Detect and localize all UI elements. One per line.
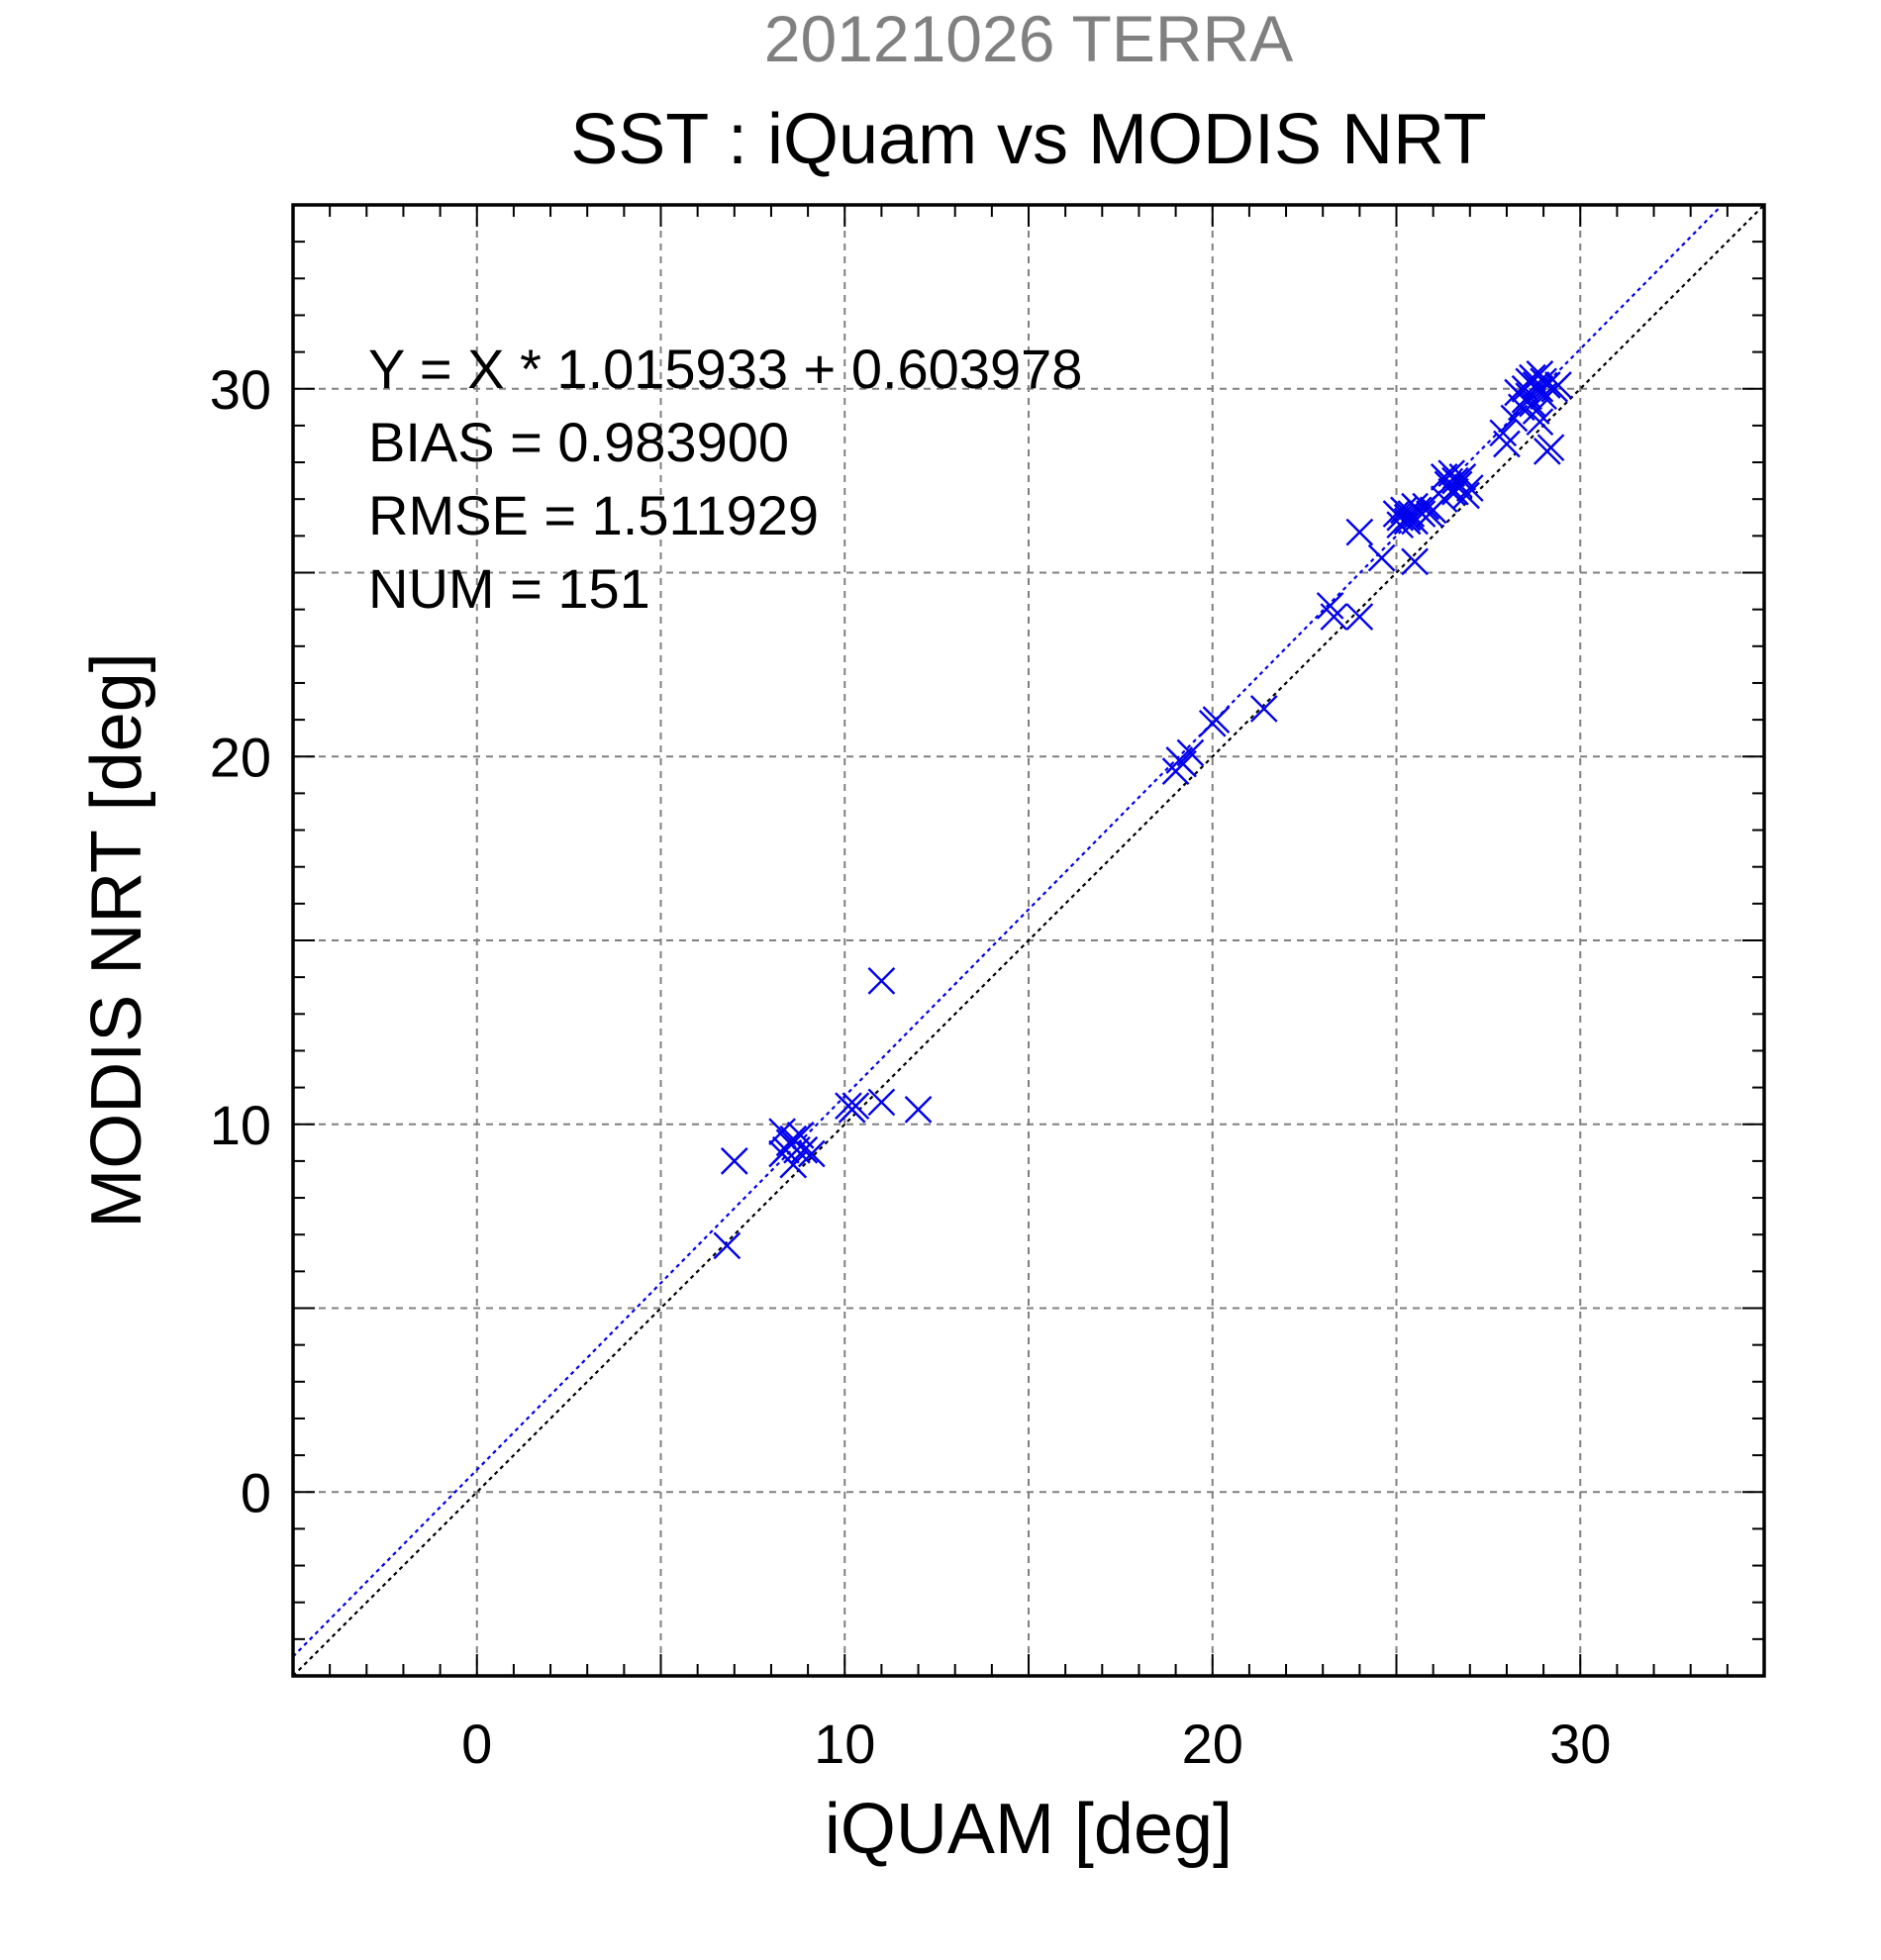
x-tick-label: 30 — [1549, 1713, 1611, 1775]
marker-stroke — [1316, 592, 1344, 620]
data-point-marker — [1522, 397, 1550, 425]
grid-lines — [293, 205, 1764, 1676]
data-point-marker — [1544, 371, 1572, 399]
date-title: 20121026 TERRA — [764, 2, 1293, 75]
marker-stroke — [1249, 695, 1278, 723]
marker-stroke — [1544, 371, 1572, 399]
data-point-marker — [1401, 547, 1429, 576]
marker-stroke — [1320, 603, 1348, 631]
marker-stroke — [1519, 363, 1546, 392]
data-point-marker — [1249, 695, 1278, 723]
marker-stroke — [842, 1092, 870, 1121]
data-point-marker — [1345, 603, 1374, 631]
data-point-marker — [1202, 706, 1231, 734]
data-point-marker — [1533, 371, 1561, 399]
data-point-marker — [867, 1088, 896, 1117]
y-tick-label: 20 — [210, 726, 271, 788]
data-point-marker — [720, 1147, 748, 1175]
data-point-marker — [790, 1135, 819, 1164]
marker-stroke — [1176, 738, 1205, 767]
data-points — [713, 360, 1572, 1260]
data-point-marker — [797, 1139, 826, 1168]
identity-line — [292, 204, 1765, 1677]
stat-rmse: RMSE = 1.511929 — [368, 484, 819, 546]
marker-stroke — [713, 1231, 742, 1260]
data-point-marker — [1412, 492, 1440, 521]
marker-stroke — [1455, 474, 1484, 502]
marker-stroke — [1489, 419, 1518, 447]
data-point-marker — [1408, 500, 1436, 528]
data-point-marker — [867, 967, 896, 995]
data-point-marker — [1489, 419, 1518, 447]
marker-stroke — [1493, 430, 1521, 458]
marker-stroke — [1526, 374, 1554, 403]
marker-stroke — [1386, 503, 1415, 532]
stat-num: NUM = 151 — [368, 557, 650, 620]
stat-regression: Y = X * 1.015933 + 0.603978 — [368, 338, 1082, 400]
marker-stroke — [1345, 518, 1374, 546]
marker-stroke — [1202, 706, 1231, 734]
data-point-marker — [842, 1092, 870, 1121]
y-axis-label: MODIS NRT [deg] — [77, 652, 156, 1228]
marker-stroke — [1526, 408, 1554, 437]
marker-stroke — [797, 1139, 826, 1168]
marker-stroke — [790, 1135, 819, 1164]
marker-stroke — [1522, 397, 1550, 425]
minor-ticks — [293, 205, 1764, 1676]
tick-labels: 0 10 20 30 0 10 20 30 — [210, 358, 1612, 1775]
marker-stroke — [1452, 481, 1480, 510]
data-point-marker — [1345, 518, 1374, 546]
data-point-marker — [1536, 434, 1565, 462]
marker-stroke — [1401, 547, 1429, 576]
marker-stroke — [1533, 371, 1561, 399]
marker-stroke — [867, 1088, 896, 1117]
data-point-marker — [779, 1150, 808, 1179]
data-point-marker — [1367, 543, 1396, 572]
marker-stroke — [1536, 434, 1565, 462]
data-point-marker — [1452, 481, 1480, 510]
data-point-marker — [1316, 592, 1344, 620]
data-point-marker — [713, 1231, 742, 1260]
marker-stroke — [867, 967, 896, 995]
data-point-marker — [904, 1096, 933, 1124]
marker-stroke — [1345, 603, 1374, 631]
marker-stroke — [1367, 543, 1396, 572]
marker-stroke — [768, 1118, 796, 1146]
x-tick-label: 0 — [461, 1713, 492, 1775]
marker-stroke — [1444, 470, 1473, 499]
data-point-marker — [1493, 430, 1521, 458]
regression-fit-line — [292, 204, 1724, 1658]
reference-lines — [292, 204, 1765, 1677]
x-tick-label: 10 — [814, 1713, 875, 1775]
data-point-marker — [1526, 408, 1554, 437]
data-point-marker — [1455, 474, 1484, 502]
marker-stroke — [1526, 360, 1554, 388]
stat-bias: BIAS = 0.983900 — [368, 411, 789, 473]
y-tick-label: 10 — [210, 1094, 271, 1156]
marker-stroke — [786, 1122, 815, 1149]
marker-stroke — [1448, 463, 1477, 491]
marker-stroke — [904, 1096, 933, 1124]
data-point-marker — [1526, 374, 1554, 403]
marker-stroke — [1408, 500, 1436, 528]
data-point-marker — [1320, 603, 1348, 631]
data-point-marker — [1176, 738, 1205, 767]
chart-title: SST : iQuam vs MODIS NRT — [570, 100, 1487, 179]
y-tick-label: 30 — [210, 358, 271, 421]
plot-frame — [291, 203, 1766, 1678]
marker-stroke — [1412, 492, 1440, 521]
marker-stroke — [779, 1150, 808, 1179]
marker-stroke — [720, 1147, 748, 1175]
y-tick-label: 0 — [241, 1461, 271, 1523]
marker-stroke — [1437, 459, 1466, 488]
x-tick-label: 20 — [1182, 1713, 1243, 1775]
x-axis-label: iQUAM [deg] — [825, 1790, 1233, 1869]
